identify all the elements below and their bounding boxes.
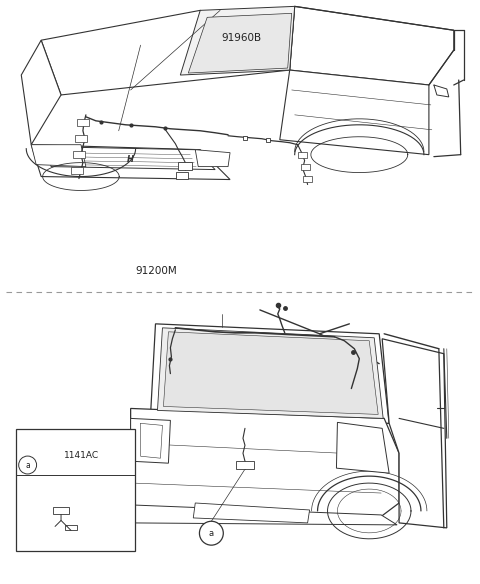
Circle shape	[19, 456, 36, 474]
Polygon shape	[31, 145, 230, 179]
Polygon shape	[31, 145, 86, 166]
Polygon shape	[46, 147, 215, 169]
Bar	[53, 506, 69, 515]
Polygon shape	[131, 408, 399, 518]
Bar	[300, 164, 310, 169]
Polygon shape	[180, 6, 295, 75]
Text: 91200M: 91200M	[135, 266, 177, 276]
Polygon shape	[280, 70, 429, 155]
Text: a: a	[209, 529, 214, 538]
Bar	[302, 176, 312, 182]
Polygon shape	[434, 85, 449, 97]
Polygon shape	[41, 11, 290, 95]
Polygon shape	[157, 328, 383, 418]
Polygon shape	[193, 503, 310, 523]
Bar	[236, 461, 254, 469]
Polygon shape	[131, 418, 170, 463]
Polygon shape	[21, 40, 61, 145]
Bar	[73, 151, 85, 158]
Text: 91960B: 91960B	[221, 33, 261, 43]
Text: H: H	[127, 155, 134, 164]
Bar	[16, 429, 135, 551]
Bar	[298, 152, 307, 158]
Polygon shape	[290, 6, 454, 85]
Bar	[176, 172, 188, 179]
Polygon shape	[164, 332, 378, 415]
Bar	[65, 526, 77, 530]
Text: 1141AC: 1141AC	[64, 451, 99, 460]
Bar	[179, 162, 192, 169]
Bar	[71, 166, 83, 173]
Polygon shape	[188, 13, 292, 73]
Text: a: a	[25, 461, 30, 470]
Polygon shape	[131, 505, 397, 525]
Circle shape	[199, 522, 223, 545]
Polygon shape	[195, 150, 230, 166]
Polygon shape	[336, 422, 389, 473]
Bar	[75, 135, 87, 142]
Polygon shape	[151, 324, 389, 423]
Bar	[77, 119, 89, 126]
Polygon shape	[382, 339, 447, 528]
